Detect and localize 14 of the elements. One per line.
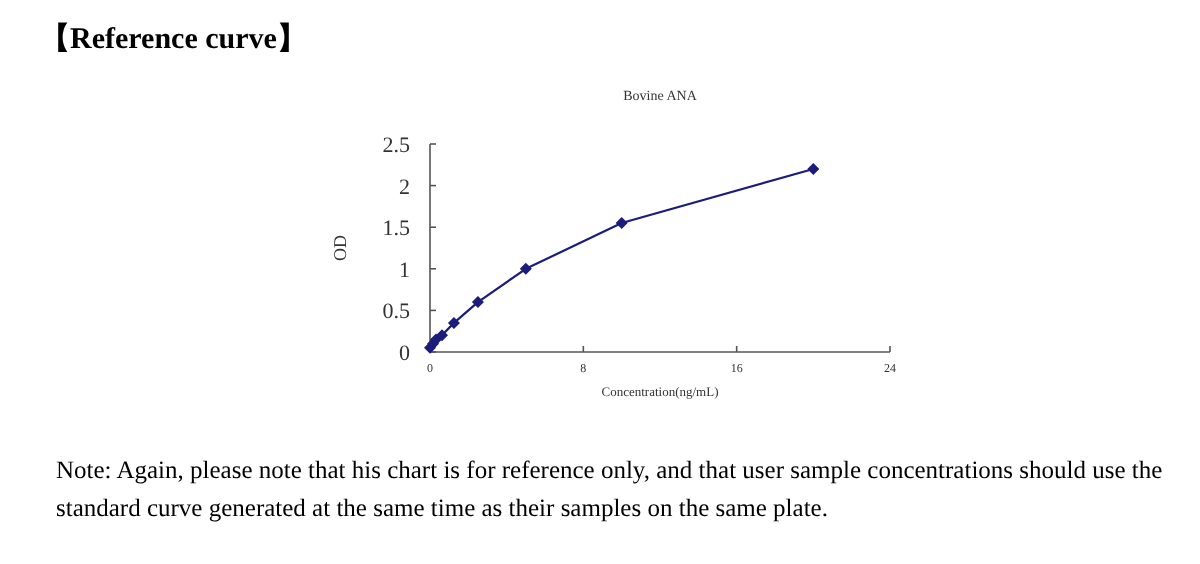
point [807,162,820,175]
y-tick-label: 0.5 [382,300,411,325]
point [615,217,628,230]
y-tick-label: 1 [399,258,410,283]
y-axis-title: OD [330,234,350,261]
y-tick-label: 2.5 [382,134,411,158]
point [471,296,484,309]
point [435,329,448,342]
y-tick-label: 1.5 [382,217,411,242]
text: Note: Again, please note that his chart is for reference only, and that user sample concentrations should use the standard curve generated at the same time as their samples on the same plate. [56,454,1165,526]
point [447,316,460,329]
text: 【Reference curve】 [40,20,307,58]
y-tick-label: 2 [399,175,410,200]
point [519,262,532,275]
